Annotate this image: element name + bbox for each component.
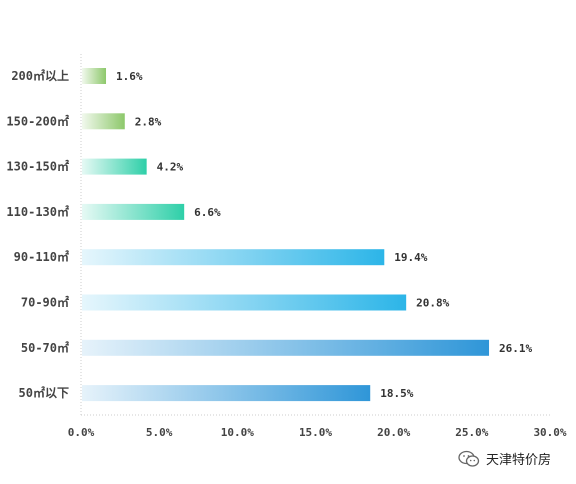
value-label: 19.4% (394, 251, 427, 264)
bar (82, 68, 107, 84)
bar (82, 294, 407, 311)
bar (82, 249, 385, 266)
category-label: 50-70㎡ (21, 340, 69, 355)
category-label: 150-200㎡ (6, 113, 69, 128)
x-tick-label: 10.0% (221, 426, 254, 439)
watermark: 天津特价房 (458, 449, 551, 468)
category-label: 110-130㎡ (6, 204, 69, 219)
x-tick-label: 0.0% (68, 426, 95, 439)
value-label: 20.8% (416, 297, 449, 310)
labels: 0.0% 5.0% 10.0% 15.0% 20.0% 25.0% 30.0% 200㎡以上 1… (6, 68, 567, 439)
bar (82, 385, 371, 402)
value-label: 1.6% (116, 70, 143, 83)
category-label: 90-110㎡ (14, 249, 69, 264)
value-label: 18.5% (380, 387, 413, 400)
x-tick-label: 25.0% (455, 426, 488, 439)
value-label: 6.6% (194, 206, 221, 219)
x-tick-label: 15.0% (299, 426, 332, 439)
category-label: 130-150㎡ (6, 159, 69, 174)
value-label: 26.1% (499, 342, 532, 355)
x-tick-label: 30.0% (533, 426, 566, 439)
bars (82, 68, 490, 402)
watermark-text: 天津特价房 (486, 453, 552, 468)
value-label: 2.8% (135, 115, 162, 128)
bar (82, 203, 185, 220)
value-label: 4.2% (157, 161, 184, 174)
category-label: 50㎡以下 (19, 385, 69, 400)
category-label: 70-90㎡ (21, 295, 69, 310)
category-label: 200㎡以上 (11, 68, 69, 83)
x-tick-label: 20.0% (377, 426, 410, 439)
bar (82, 113, 125, 130)
bar (82, 158, 147, 175)
axes (80, 54, 550, 416)
bar (82, 339, 490, 356)
x-tick-label: 5.0% (146, 426, 173, 439)
wechat-icon (458, 450, 480, 467)
